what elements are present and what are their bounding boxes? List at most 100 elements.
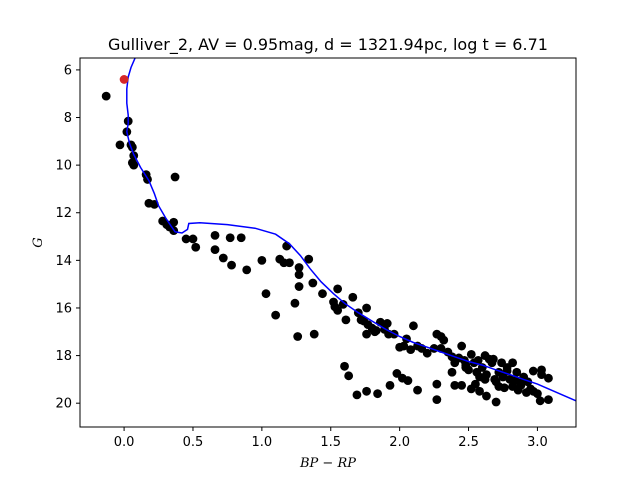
star-point [461, 360, 471, 370]
star-point [261, 289, 271, 299]
y-axis-label: G [31, 237, 46, 247]
star-point [475, 386, 484, 396]
star-point [129, 160, 139, 170]
star-point [537, 370, 546, 380]
y-tick-label: 6 [64, 63, 72, 78]
y-tick-label: 14 [55, 254, 72, 269]
star-point [169, 217, 179, 227]
star-point [333, 284, 343, 294]
x-tick-label: 0.0 [114, 435, 135, 450]
star-point [271, 310, 281, 320]
star-point [236, 233, 246, 243]
star-point [170, 172, 180, 182]
y-tick-label: 18 [55, 349, 72, 364]
star-point [362, 303, 371, 313]
star-point [352, 390, 362, 400]
star-point [257, 255, 267, 265]
star-point [188, 234, 198, 244]
star-point [399, 341, 409, 351]
y-tick-label: 10 [55, 159, 72, 174]
star-point [282, 241, 292, 251]
points-layer [101, 58, 576, 407]
highlight-point [119, 75, 129, 84]
star-point [210, 245, 220, 255]
star-point [293, 332, 303, 341]
star-point [480, 374, 490, 384]
star-point [482, 391, 491, 401]
star-point [544, 395, 553, 405]
y-tick-label: 16 [55, 301, 72, 316]
x-axis-ticks: 0.0 0.5 1.0 1.5 2.0 2.5 3.0 [114, 427, 548, 450]
star-point [409, 321, 418, 331]
star-point [432, 395, 442, 405]
star-point [101, 91, 111, 101]
star-point [294, 282, 304, 291]
star-point [480, 351, 490, 360]
star-point [218, 253, 228, 263]
star-point [466, 349, 476, 359]
star-point [318, 289, 327, 299]
star-point [362, 329, 371, 339]
star-point [242, 265, 252, 275]
star-point [535, 396, 545, 406]
star-point [457, 341, 467, 351]
star-point [362, 386, 371, 396]
star-point [385, 380, 395, 390]
star-point [522, 388, 531, 397]
y-tick-label: 8 [64, 111, 72, 126]
star-point [340, 361, 349, 371]
star-point [528, 366, 538, 376]
star-point [294, 263, 304, 272]
star-point [508, 358, 518, 368]
x-tick-label: 2.5 [458, 435, 479, 450]
star-point [403, 376, 413, 385]
star-point [333, 305, 343, 315]
star-point [447, 367, 457, 377]
star-point [413, 385, 422, 395]
star-point [290, 298, 300, 308]
isochrone-line [126, 58, 576, 402]
x-tick-label: 2.0 [389, 435, 410, 450]
x-tick-label: 1.0 [252, 435, 273, 450]
star-point [225, 233, 235, 243]
star-point [406, 345, 416, 355]
star-point [210, 230, 220, 240]
star-point [294, 270, 304, 280]
star-point [308, 278, 318, 288]
star-point [488, 354, 498, 364]
y-tick-label: 12 [55, 206, 72, 221]
star-point [457, 380, 467, 390]
star-point [348, 292, 358, 302]
star-point [450, 380, 460, 390]
star-point [382, 319, 392, 328]
star-point [338, 299, 348, 309]
plot-area [79, 57, 577, 428]
star-point [512, 367, 522, 377]
star-point [181, 234, 191, 244]
star-point [422, 348, 432, 358]
star-point [227, 260, 236, 270]
star-point [373, 389, 382, 399]
star-point [499, 383, 509, 393]
star-point [436, 332, 446, 341]
star-point [528, 386, 538, 396]
x-tick-label: 1.5 [320, 435, 341, 450]
y-axis-ticks: 6 8 10 12 14 16 18 20 [55, 63, 80, 412]
star-point [285, 258, 294, 268]
star-point [370, 327, 380, 337]
star-point [191, 242, 201, 252]
star-point [432, 379, 442, 389]
chart-title: Gulliver_2, AV = 0.95mag, d = 1321.94pc,… [108, 35, 548, 55]
x-tick-label: 3.0 [527, 435, 548, 450]
x-axis-label: BP − RP [299, 456, 356, 471]
star-point [309, 329, 319, 339]
star-point [344, 371, 354, 381]
y-tick-label: 20 [55, 397, 72, 412]
star-point [115, 140, 125, 150]
star-point [471, 379, 480, 389]
star-point [341, 315, 351, 325]
star-point [491, 397, 501, 407]
star-point [473, 355, 483, 365]
